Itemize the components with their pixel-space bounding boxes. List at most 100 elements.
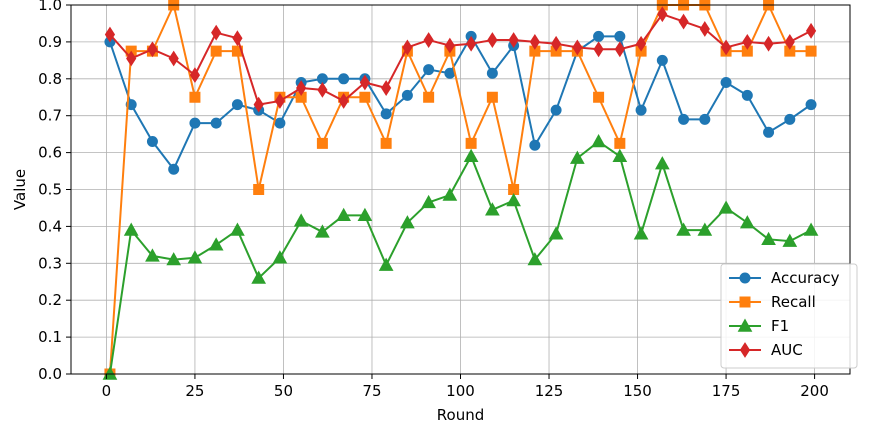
data-point-accuracy xyxy=(635,104,647,116)
y-tick-label: 0.2 xyxy=(38,291,62,309)
data-point-auc xyxy=(104,26,116,43)
y-tick-label: 0.8 xyxy=(38,70,62,88)
y-tick-label: 0.5 xyxy=(38,181,62,199)
data-point-f1 xyxy=(272,250,288,264)
data-point-accuracy xyxy=(168,163,180,175)
data-point-auc xyxy=(211,24,222,41)
grid-layer xyxy=(71,4,850,375)
legend-swatch-marker xyxy=(739,272,751,284)
data-point-f1 xyxy=(421,194,436,209)
x-tick-label: 75 xyxy=(362,382,381,400)
series-line-f1 xyxy=(108,140,812,375)
data-point-f1 xyxy=(654,156,670,170)
legend-label: Recall xyxy=(771,293,816,311)
data-point-recall xyxy=(614,137,626,149)
data-point-accuracy xyxy=(210,117,222,129)
data-point-f1 xyxy=(548,226,564,240)
data-point-f1 xyxy=(803,222,819,236)
data-point-recall xyxy=(508,184,520,195)
data-point-recall xyxy=(423,91,435,103)
data-point-f1 xyxy=(208,237,224,251)
y-tick-label: 0.9 xyxy=(38,33,62,51)
data-point-auc xyxy=(551,35,562,52)
series-line-accuracy xyxy=(109,35,812,171)
data-point-recall xyxy=(210,45,222,57)
data-point-auc xyxy=(147,41,158,58)
x-tick-label: 150 xyxy=(623,382,652,400)
x-tick-label: 125 xyxy=(535,382,564,400)
legend-label: F1 xyxy=(771,317,789,335)
y-tick-label: 0.1 xyxy=(38,328,62,346)
data-point-f1 xyxy=(633,226,649,240)
data-point-recall xyxy=(316,137,328,149)
data-point-accuracy xyxy=(593,30,605,42)
data-point-accuracy xyxy=(550,104,562,116)
data-point-accuracy xyxy=(763,126,775,138)
data-point-auc xyxy=(359,74,370,91)
data-point-recall xyxy=(380,137,392,149)
legend: Accuracy Recall F1 AUC xyxy=(720,263,858,369)
data-point-auc xyxy=(126,50,137,67)
data-point-f1 xyxy=(676,222,691,236)
data-point-auc xyxy=(508,32,519,48)
data-point-f1 xyxy=(506,193,521,207)
legend-label: AUC xyxy=(771,341,803,359)
data-point-f1 xyxy=(782,233,798,247)
data-point-accuracy xyxy=(699,113,711,125)
legend-item-auc: AUC xyxy=(729,341,803,359)
data-point-auc xyxy=(381,80,392,96)
y-tick-label: 0.3 xyxy=(38,254,62,272)
data-point-auc xyxy=(657,6,668,23)
data-point-f1 xyxy=(166,252,182,266)
data-point-recall xyxy=(486,91,498,103)
data-point-accuracy xyxy=(614,30,626,42)
data-point-accuracy xyxy=(231,99,243,111)
data-point-accuracy xyxy=(720,76,732,88)
y-tick-label: 1.0 xyxy=(38,0,62,14)
data-point-auc xyxy=(423,32,434,48)
x-tick-label: 100 xyxy=(446,382,475,400)
legend-swatch-marker xyxy=(739,296,751,308)
y-tick-label: 0.0 xyxy=(38,365,62,383)
x-tick-label: 50 xyxy=(274,382,293,400)
data-point-accuracy xyxy=(274,117,286,129)
legend-box xyxy=(720,263,858,369)
data-point-f1 xyxy=(697,222,713,236)
data-point-auc xyxy=(402,39,413,56)
data-point-f1 xyxy=(123,222,139,236)
data-point-accuracy xyxy=(189,117,201,129)
data-point-auc xyxy=(317,81,328,98)
legend-item-recall: Recall xyxy=(729,293,816,311)
data-point-auc xyxy=(466,35,477,52)
data-point-recall xyxy=(465,137,477,149)
legend-swatch-marker xyxy=(739,342,751,358)
data-point-recall xyxy=(805,45,817,57)
data-point-auc xyxy=(338,93,349,109)
data-point-auc xyxy=(805,22,817,39)
data-point-accuracy xyxy=(146,136,158,148)
x-tick-label: 0 xyxy=(102,382,112,400)
data-point-f1 xyxy=(718,200,734,214)
data-point-f1 xyxy=(442,187,458,201)
data-point-f1 xyxy=(357,207,373,222)
data-point-f1 xyxy=(739,215,755,229)
data-point-f1 xyxy=(761,231,776,246)
x-axis-label: Round xyxy=(437,406,484,424)
x-tick-label: 200 xyxy=(800,382,829,400)
legend-item-accuracy: Accuracy xyxy=(729,269,840,287)
legend-swatch-marker xyxy=(737,318,753,332)
data-point-f1 xyxy=(187,250,203,264)
data-point-accuracy xyxy=(678,113,690,125)
data-point-accuracy xyxy=(486,67,498,79)
data-point-accuracy xyxy=(380,108,392,120)
data-point-f1 xyxy=(570,150,585,164)
data-point-auc xyxy=(699,21,710,37)
data-point-f1 xyxy=(527,252,543,266)
data-point-f1 xyxy=(336,207,351,222)
data-point-accuracy xyxy=(529,139,541,151)
data-point-auc xyxy=(763,35,774,52)
data-point-f1 xyxy=(463,148,479,162)
data-point-accuracy xyxy=(656,54,668,66)
